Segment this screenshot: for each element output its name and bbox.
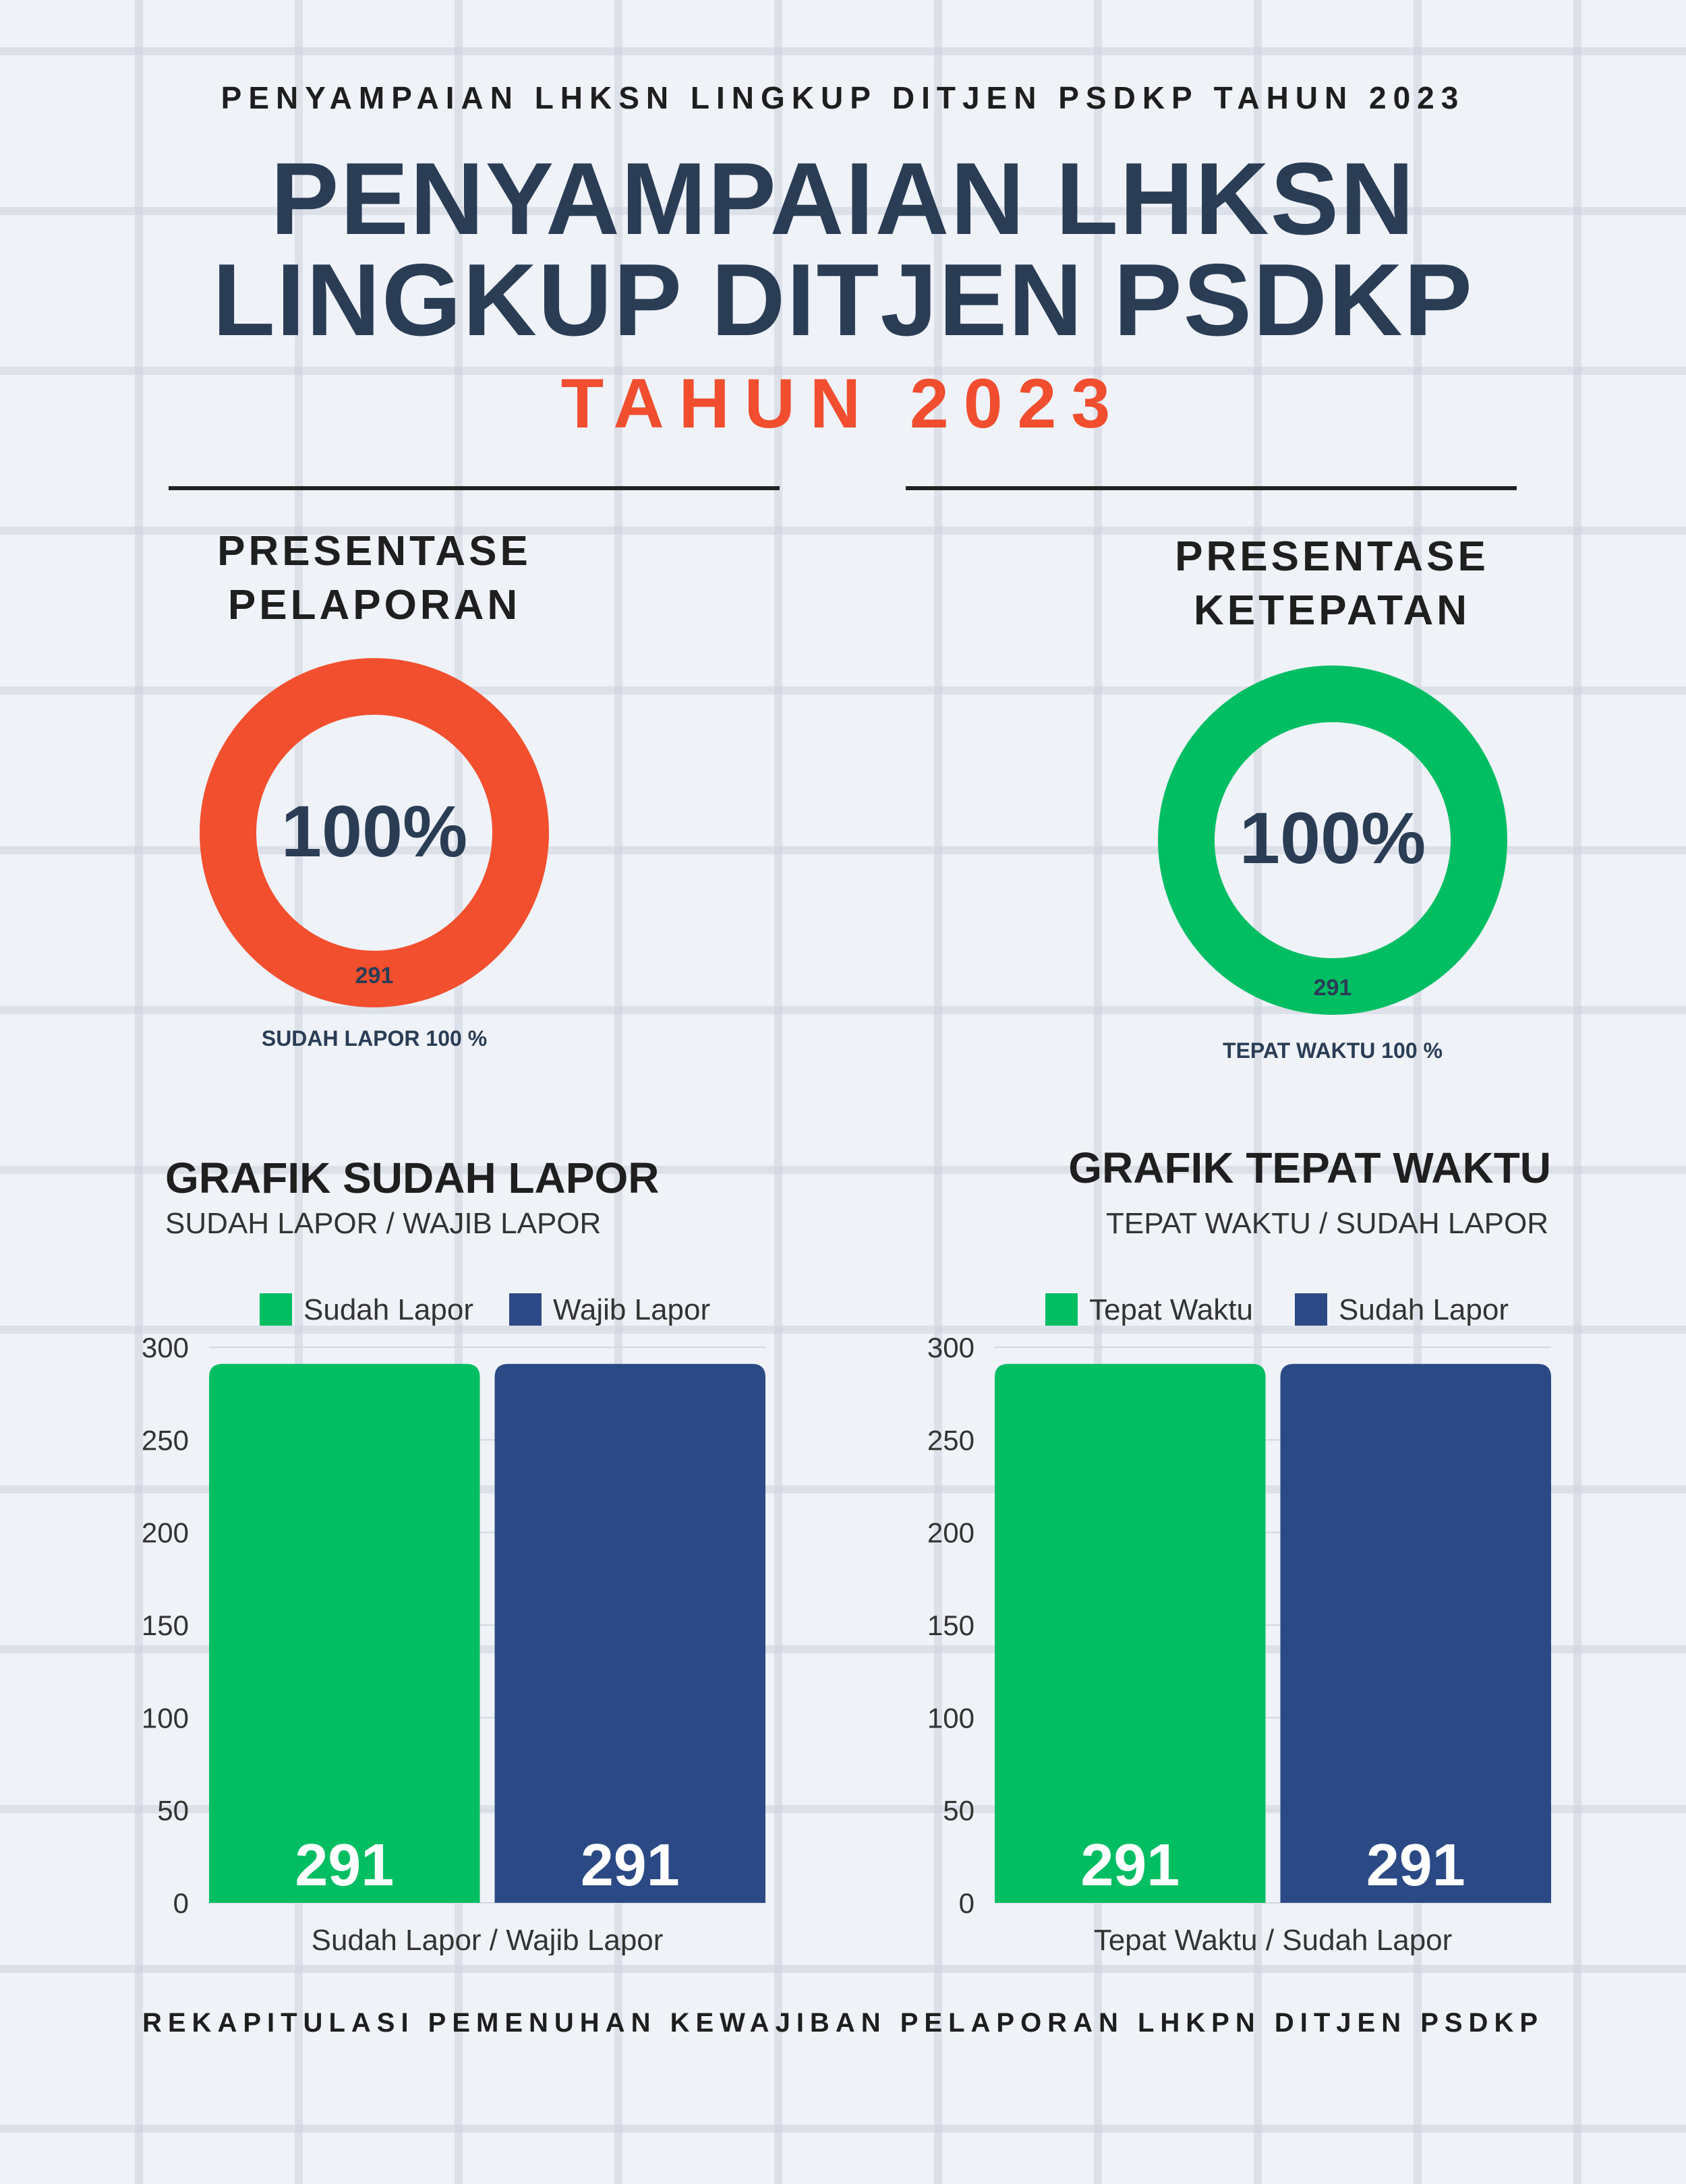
y-tick-label: 300 (927, 1332, 975, 1363)
left-chart-title: GRAFIK SUDAH LAPOR (165, 1154, 660, 1202)
timeliness-heading: PRESENTASE KETEPATAN (1130, 530, 1534, 638)
bar-1 (209, 1363, 480, 1903)
legend-label-2: Sudah Lapor (1339, 1293, 1509, 1326)
x-axis-label: Sudah Lapor / Wajib Lapor (312, 1924, 664, 1955)
bar-1 (995, 1363, 1266, 1903)
right-bar-chart: Tepat Waktu Sudah Lapor 0 50 100 150 200 250 300… (927, 1293, 1551, 1955)
legend-label-1: Sudah Lapor (303, 1293, 473, 1326)
year-title: TAHUN 2023 (560, 365, 1126, 443)
reporting-ring (200, 658, 549, 1007)
y-tick-label: 250 (142, 1424, 189, 1456)
y-tick-label: 150 (927, 1610, 975, 1641)
y-tick-label: 250 (927, 1424, 975, 1456)
page-title-line-2: LINGKUP DITJEN PSDKP (212, 243, 1474, 357)
y-tick-label: 50 (157, 1795, 189, 1827)
timeliness-heading-line-1: PRESENTASE (1175, 533, 1489, 580)
bar-data-label-2: 291 (1366, 1831, 1465, 1898)
bar-2 (1280, 1363, 1551, 1903)
timeliness-percent: 100% (1239, 797, 1426, 879)
y-tick-label: 0 (959, 1887, 975, 1919)
y-tick-label: 0 (173, 1887, 189, 1919)
x-axis-label: Tepat Waktu / Sudah Lapor (1094, 1924, 1453, 1955)
timeliness-count: 291 (1313, 975, 1352, 1001)
divider-right (906, 486, 1517, 490)
right-chart-subtitle: TEPAT WAKTU / SUDAH LAPOR (1105, 1207, 1548, 1240)
bar-2 (494, 1363, 765, 1903)
legend-swatch-2 (1295, 1293, 1327, 1326)
legend-label-1: Tepat Waktu (1089, 1293, 1253, 1326)
reporting-heading: PRESENTASE PELAPORAN (172, 525, 577, 632)
timeliness-ring (1158, 666, 1507, 1015)
bar-data-label-2: 291 (581, 1831, 680, 1898)
bar-data-label-1: 291 (1080, 1831, 1180, 1898)
y-tick-label: 300 (142, 1332, 189, 1363)
y-tick-label: 100 (142, 1702, 189, 1734)
left-chart-subtitle: SUDAH LAPOR / WAJIB LAPOR (165, 1207, 602, 1240)
top-caption: PENYAMPAIAN LHKSN LINGKUP DITJEN PSDKP T… (221, 80, 1465, 115)
legend-swatch-1 (1045, 1293, 1078, 1326)
reporting-count: 291 (355, 963, 394, 988)
legend-label-2: Wajib Lapor (553, 1293, 710, 1326)
bar-data-label-1: 291 (295, 1831, 394, 1898)
y-tick-label: 100 (927, 1702, 975, 1734)
divider-left (169, 486, 780, 490)
timeliness-ring-arc (1158, 666, 1507, 1015)
y-tick-label: 200 (927, 1517, 975, 1549)
page-title: PENYAMPAIAN LHKSN LINGKUP DITJEN PSDKP (0, 148, 1686, 351)
legend-swatch-2 (509, 1293, 542, 1326)
timeliness-heading-line-2: KETEPATAN (1193, 587, 1471, 634)
y-tick-label: 50 (943, 1795, 975, 1827)
legend-swatch-1 (260, 1293, 292, 1326)
right-chart-title: GRAFIK TEPAT WAKTU (1068, 1144, 1551, 1192)
left-bar-chart: Sudah Lapor Wajib Lapor 0 50 100 150 200 250 300… (142, 1293, 765, 1955)
footer-caption: REKAPITULASI PEMENUHAN KEWAJIBAN PELAPOR… (142, 2008, 1544, 2038)
page-title-line-1: PENYAMPAIAN LHKSN (270, 142, 1416, 256)
y-tick-label: 200 (142, 1517, 189, 1549)
reporting-caption: SUDAH LAPOR 100 % (261, 1026, 488, 1051)
reporting-ring-arc (200, 658, 549, 1007)
timeliness-caption: TEPAT WAKTU 100 % (1223, 1038, 1443, 1063)
y-tick-label: 150 (142, 1610, 189, 1641)
reporting-heading-line-2: PELAPORAN (227, 582, 521, 628)
reporting-heading-line-1: PRESENTASE (217, 528, 531, 574)
reporting-percent: 100% (281, 790, 468, 872)
